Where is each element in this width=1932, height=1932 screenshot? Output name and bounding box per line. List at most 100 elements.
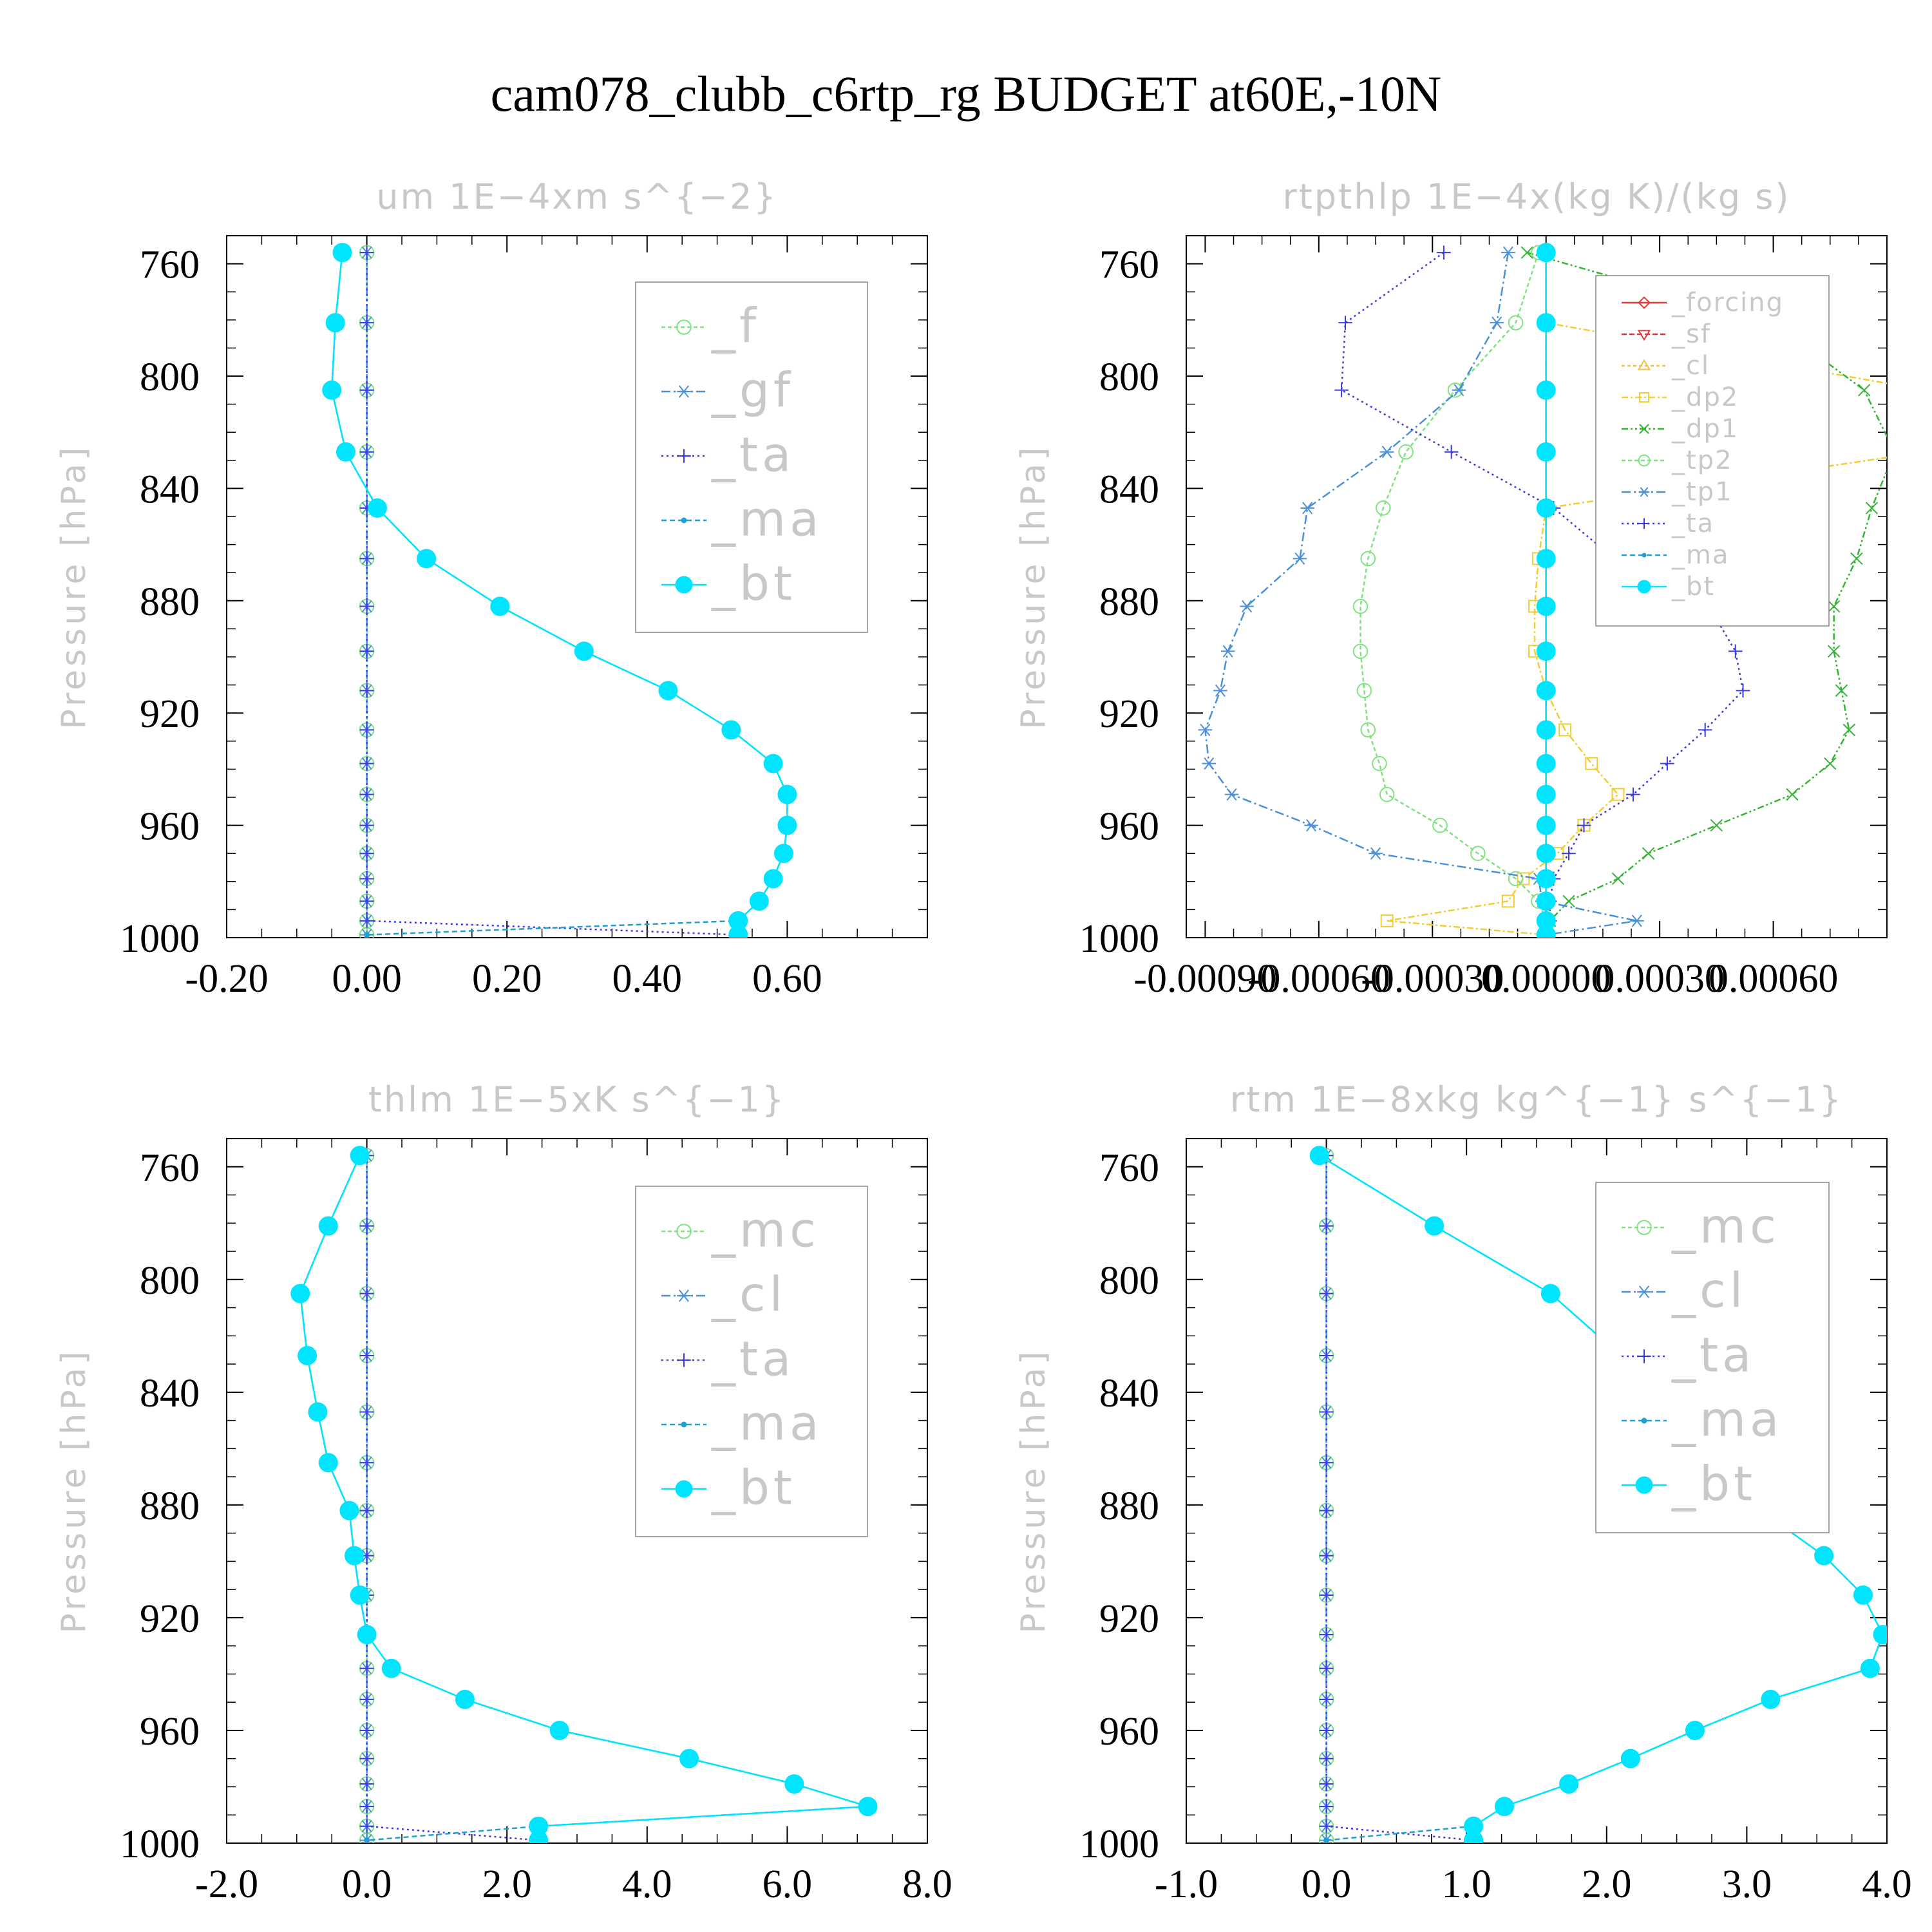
data-point-bt xyxy=(1814,1546,1834,1566)
data-point-tp1 xyxy=(1379,446,1394,459)
series-line-ta xyxy=(1325,1155,1474,1841)
y-tick-label: 840 xyxy=(1099,1372,1159,1416)
data-point-dp2 xyxy=(1558,723,1572,737)
data-point-bt xyxy=(763,869,783,889)
data-point-bt xyxy=(332,243,352,263)
data-point-tp1 xyxy=(1220,645,1235,658)
data-point-bt xyxy=(773,844,793,864)
data-point-bt xyxy=(339,1501,359,1520)
data-point-ta xyxy=(1698,723,1712,737)
data-point-ta xyxy=(1319,1455,1334,1470)
data-point-bt xyxy=(1540,1283,1560,1303)
y-tick-label: 760 xyxy=(1099,243,1159,287)
data-point-bt xyxy=(381,1658,401,1678)
data-point-bt xyxy=(679,1748,699,1768)
data-point-ma xyxy=(1323,1837,1330,1843)
x-tick-label: 8.0 xyxy=(902,1862,952,1906)
legend-marker xyxy=(676,1224,692,1239)
legend-marker xyxy=(677,385,691,398)
data-point-dp1 xyxy=(1642,847,1655,860)
data-point-ta xyxy=(359,871,374,886)
y-tick-label: 880 xyxy=(140,580,200,624)
data-point-bt xyxy=(1536,596,1556,616)
data-point-bt xyxy=(1425,1216,1444,1236)
data-point-bt xyxy=(318,1453,338,1473)
data-point-bt xyxy=(1536,549,1556,569)
data-point-ta xyxy=(359,1819,374,1833)
data-point-ta xyxy=(359,1751,374,1766)
data-point-dp1 xyxy=(1710,819,1723,832)
data-point-ta xyxy=(359,683,374,698)
data-point-bt xyxy=(367,498,387,518)
data-point-ta xyxy=(359,551,374,566)
legend-label: _mc xyxy=(1671,1199,1780,1255)
legend-marker xyxy=(675,1480,693,1498)
data-point-bt xyxy=(1860,1658,1880,1678)
legend-label: _cl xyxy=(1671,1264,1747,1319)
data-point-dp1 xyxy=(1786,788,1799,801)
x-tick-label: -1.0 xyxy=(1155,1862,1218,1906)
legend-label: _ta xyxy=(711,1332,795,1387)
data-point-bt xyxy=(322,380,342,400)
data-point-ta xyxy=(359,1455,374,1470)
legend-marker xyxy=(1638,518,1650,529)
data-point-ta xyxy=(1319,1286,1334,1301)
data-point-dp1 xyxy=(1520,246,1534,259)
data-point-bt xyxy=(1536,753,1556,773)
data-point-tp2 xyxy=(1360,551,1376,567)
legend-marker xyxy=(677,1289,691,1302)
y-tick-label: 880 xyxy=(1099,1484,1159,1528)
y-axis-label: Pressure [hPa] xyxy=(1014,1349,1053,1634)
data-point-tp1 xyxy=(1490,316,1504,329)
data-point-bt xyxy=(1536,243,1556,263)
data-point-bt xyxy=(721,720,741,740)
y-tick-label: 1000 xyxy=(120,1823,200,1866)
panel-rtm: 760 800 840 880 920 960 1000-1.0 0.0 1.0 2.0 3.0 4.… xyxy=(1014,1079,1912,1906)
panel-title: thlm 1E−5xK s^{−1} xyxy=(368,1079,786,1120)
x-tick-label: 6.0 xyxy=(762,1862,813,1906)
y-tick-label: 960 xyxy=(1099,1710,1159,1754)
data-point-ta xyxy=(1319,1777,1334,1791)
data-point-tp2 xyxy=(1470,846,1486,861)
x-tick-label: 0.40 xyxy=(612,957,683,1001)
legend-label: _bt xyxy=(711,556,796,612)
legend-marker xyxy=(1637,359,1651,370)
data-point-tp1 xyxy=(1368,847,1383,860)
data-point-ta xyxy=(359,1692,374,1707)
legend-label: _ta xyxy=(1671,1328,1755,1383)
data-point-tp2 xyxy=(1356,683,1372,699)
data-point-ta xyxy=(359,1503,374,1518)
x-tick-label: 1.0 xyxy=(1441,1862,1492,1906)
data-point-bt xyxy=(728,925,748,938)
series-line-tp2 xyxy=(1359,252,1547,935)
data-point-bt xyxy=(345,1546,365,1566)
series-line-dp2 xyxy=(1387,252,1887,936)
legend-marker xyxy=(676,319,692,335)
x-tick-label: 0.0 xyxy=(342,1862,392,1906)
data-point-ta xyxy=(359,1405,374,1419)
data-point-bt xyxy=(1873,1625,1887,1645)
data-point-ta xyxy=(1338,316,1352,330)
data-point-tp2 xyxy=(1379,786,1395,802)
series-line-ta xyxy=(366,1155,539,1841)
data-point-dp1 xyxy=(1611,872,1625,886)
data-point-ta xyxy=(359,723,374,737)
data-point-bt xyxy=(1620,1748,1640,1768)
legend-label: _ma xyxy=(1671,540,1729,570)
data-point-ta xyxy=(1660,756,1674,771)
y-tick-label: 960 xyxy=(140,1710,200,1754)
plot-frame xyxy=(1186,235,1888,938)
x-tick-label: 0.20 xyxy=(472,957,542,1001)
data-point-dp2 xyxy=(1585,757,1598,770)
legend-label: _dp1 xyxy=(1671,414,1739,444)
data-point-ta xyxy=(1626,787,1640,802)
data-point-tp2 xyxy=(1432,817,1448,833)
data-point-ta xyxy=(1444,444,1459,459)
y-tick-label: 960 xyxy=(140,805,200,849)
x-tick-label: 2.0 xyxy=(482,1862,532,1906)
x-tick-label: 0.00 xyxy=(332,957,402,1001)
data-point-ta xyxy=(359,644,374,659)
legend-label: _sf xyxy=(1671,319,1711,349)
panel-thlm: 760 800 840 880 920 960 1000-2.0 0.0 2.0 4.0 6.0 8.… xyxy=(55,1079,952,1906)
data-point-ta xyxy=(1319,1819,1334,1833)
